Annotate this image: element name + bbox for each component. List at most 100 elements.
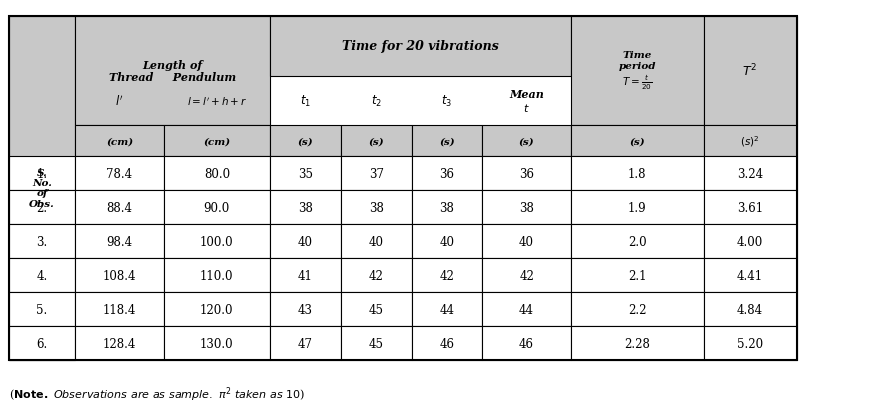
Text: $l = l' + h + r$: $l = l' + h + r$ [187,95,247,107]
Bar [571,292,704,326]
Text: Length of
Thread     Pendulum: Length of Thread Pendulum [109,59,236,83]
Text: S.
No.
of
Obs.: S. No. of Obs. [29,168,55,209]
Bar [164,292,270,326]
Text: 41: 41 [298,269,312,282]
Bar [482,157,571,191]
Text: 46: 46 [440,337,454,350]
Text: 46: 46 [519,337,534,350]
Bar [164,225,270,259]
Text: 40: 40 [369,235,383,248]
Text: 4.84: 4.84 [737,303,763,316]
Text: $t_1$: $t_1$ [300,94,311,109]
Text: 2.: 2. [36,201,48,214]
Bar [75,259,164,292]
Text: 44: 44 [519,303,534,316]
Bar [164,126,270,157]
Bar [164,157,270,191]
Text: 38: 38 [519,201,534,214]
Text: 118.4: 118.4 [103,303,136,316]
Text: 45: 45 [369,337,383,350]
Text: (s): (s) [297,137,313,146]
Bar [270,191,341,225]
Bar [9,326,75,360]
Bar [164,259,270,292]
Text: (s): (s) [368,137,384,146]
Text: Mean
$t$: Mean $t$ [509,89,544,114]
Bar [482,225,571,259]
Text: 120.0: 120.0 [200,303,234,316]
Text: 3.61: 3.61 [737,201,763,214]
Text: Time for 20 vibrations: Time for 20 vibrations [342,40,499,53]
Bar [75,126,164,157]
Bar [9,225,75,259]
Bar [164,326,270,360]
Text: 78.4: 78.4 [106,167,133,180]
Text: 2.0: 2.0 [627,235,647,248]
Text: 1.: 1. [36,167,48,180]
Text: 42: 42 [369,269,383,282]
Bar [75,225,164,259]
Text: $l'$: $l'$ [115,94,124,109]
Bar [482,326,571,360]
Text: $(s)^2$: $(s)^2$ [741,134,759,149]
Text: 1.9: 1.9 [627,201,647,214]
Bar [270,126,341,157]
Text: 4.00: 4.00 [737,235,763,248]
Text: 2.2: 2.2 [628,303,646,316]
Bar [704,259,796,292]
Bar [341,292,412,326]
Text: (s): (s) [439,137,455,146]
Bar [482,191,571,225]
Text: $t_2$: $t_2$ [371,94,381,109]
Text: 98.4: 98.4 [106,235,133,248]
Text: 90.0: 90.0 [204,201,230,214]
Bar [482,292,571,326]
Bar [9,292,75,326]
Bar [571,225,704,259]
Text: 2.1: 2.1 [628,269,646,282]
Bar [412,157,482,191]
Bar [9,191,75,225]
Bar [341,326,412,360]
Text: 35: 35 [298,167,312,180]
Text: 110.0: 110.0 [200,269,234,282]
Bar [704,126,796,157]
Text: 130.0: 130.0 [200,337,234,350]
Text: (s): (s) [519,137,535,146]
Bar [9,17,75,360]
Text: 128.4: 128.4 [103,337,136,350]
Bar [412,191,482,225]
Text: 6.: 6. [36,337,48,350]
Bar [571,326,704,360]
Text: 100.0: 100.0 [200,235,234,248]
Bar [412,292,482,326]
Text: 38: 38 [440,201,454,214]
Bar [571,259,704,292]
Bar [9,157,75,191]
Bar [412,259,482,292]
Bar [704,326,796,360]
Text: (s): (s) [629,137,645,146]
Text: 5.20: 5.20 [737,337,763,350]
Text: 38: 38 [298,201,312,214]
Text: 40: 40 [519,235,534,248]
Text: 47: 47 [298,337,312,350]
Text: 44: 44 [440,303,454,316]
Bar [704,225,796,259]
Text: 36: 36 [440,167,454,180]
Text: 43: 43 [298,303,312,316]
Bar [75,191,164,225]
Text: (cm): (cm) [106,137,133,146]
Text: 2.28: 2.28 [624,337,650,350]
Text: 37: 37 [369,167,383,180]
Text: 42: 42 [519,269,534,282]
Text: 3.24: 3.24 [737,167,763,180]
Bar [164,191,270,225]
Bar [270,157,341,191]
Bar [9,259,75,292]
Bar [412,326,482,360]
Text: $t_3$: $t_3$ [442,94,452,109]
Text: ($\bf{Note.}$ $\it{Observations\ are\ as\ sample.\ \pi^2\ taken\ as\ 10}$): ($\bf{Note.}$ $\it{Observations\ are\ as… [9,385,305,404]
Bar [341,157,412,191]
Text: 40: 40 [298,235,312,248]
